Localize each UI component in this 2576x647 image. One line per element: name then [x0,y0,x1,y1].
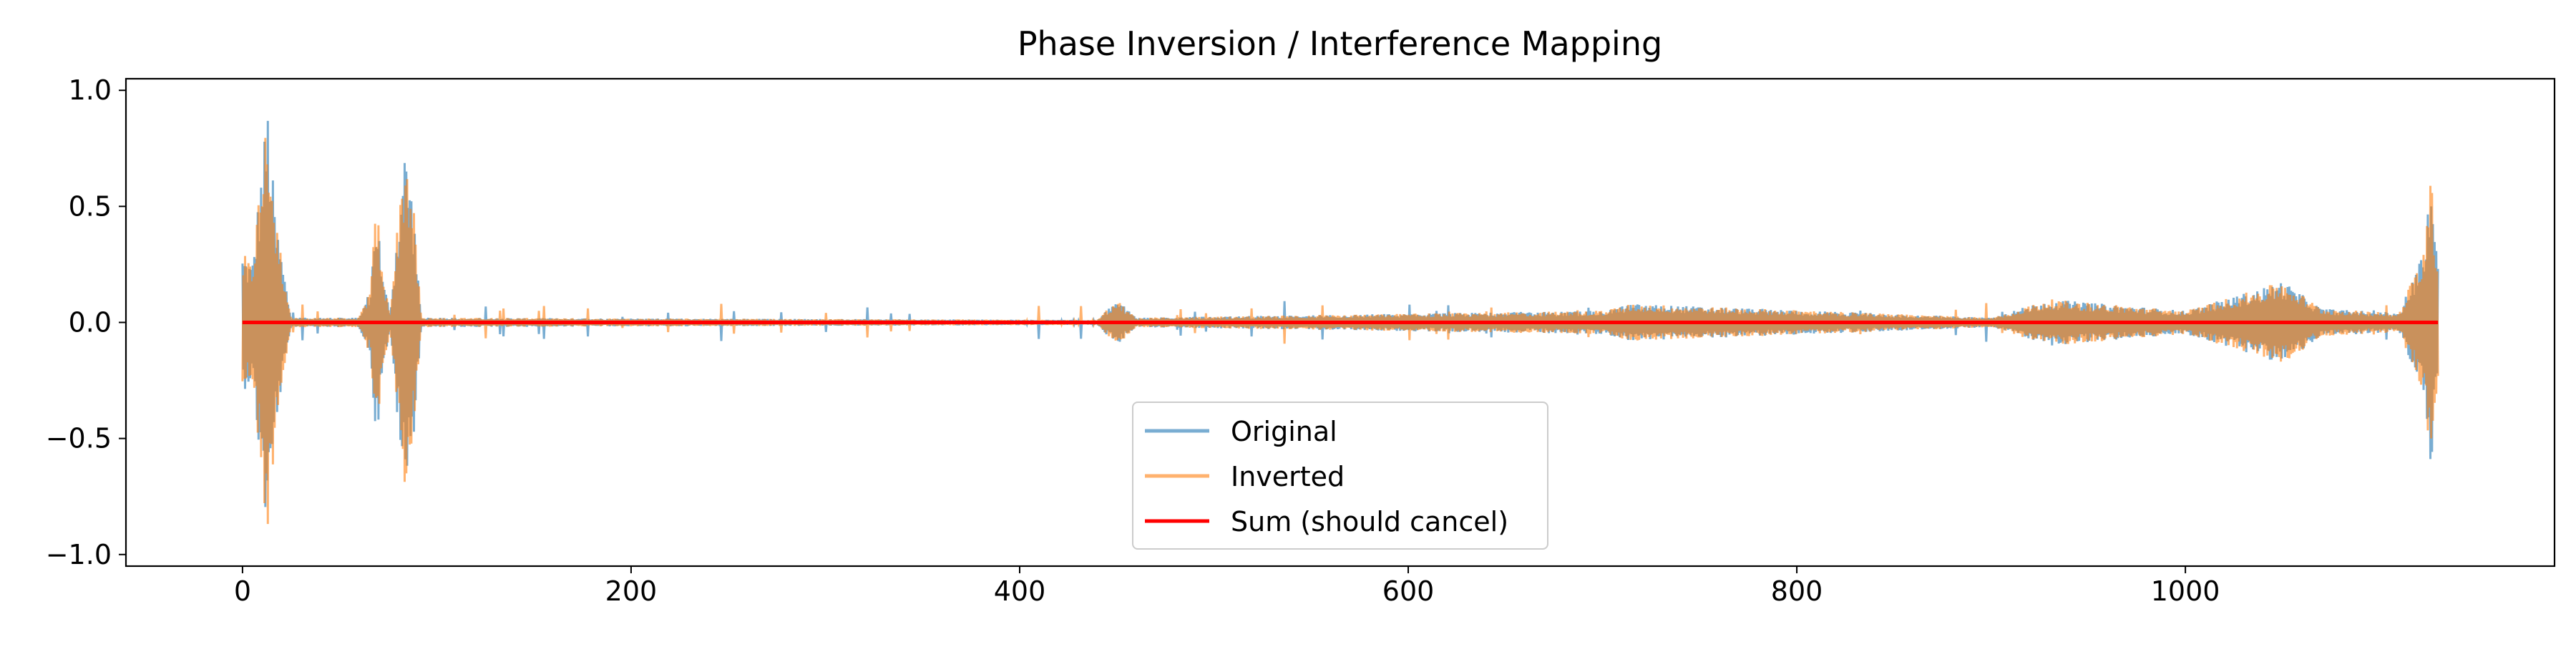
series-layer [241,120,2439,525]
chart-title: Phase Inversion / Interference Mapping [1017,24,1663,63]
y-tick-label: 0.5 [69,190,112,222]
y-tick-label: 0.0 [69,307,112,339]
x-tick-label: 1000 [2151,575,2220,607]
x-tick-label: 400 [994,575,1046,607]
x-tick-label: 0 [234,575,251,607]
legend: Original Inverted Sum (should cancel) [1132,402,1548,550]
legend-label: Sum (should cancel) [1231,506,1508,537]
legend-label: Original [1231,416,1337,447]
y-tick-label: −1.0 [46,539,112,570]
y-tick-label: 1.0 [69,74,112,106]
x-tick-label: 800 [1771,575,1823,607]
legend-frame [1132,402,1548,550]
x-tick-label: 600 [1382,575,1435,607]
y-tick-label: −0.5 [46,423,112,454]
x-tick-label: 200 [605,575,658,607]
x-ticks: 0 200 400 600 800 1000 [234,566,2220,607]
y-ticks: 1.0 0.5 0.0 −0.5 −1.0 [46,74,126,570]
legend-label: Inverted [1231,461,1345,492]
